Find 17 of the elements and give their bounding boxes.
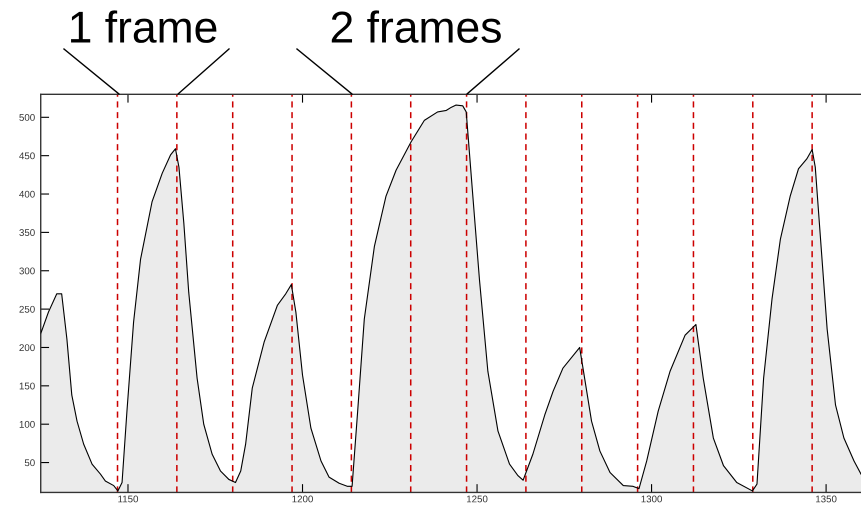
x-tick-label: 1150 — [118, 496, 138, 502]
text: 2 frames — [332, 10, 501, 43]
text: 1 frame — [71, 10, 216, 43]
y-tick-label: 400 — [19, 190, 35, 198]
y-tick-label: 50 — [24, 459, 35, 466]
y-tick-label: 500 — [19, 114, 35, 121]
y-tick-label: 450 — [19, 152, 35, 160]
y-tick-label: 300 — [19, 267, 35, 274]
y-tick-label: 250 — [19, 306, 35, 313]
x-tick-label: 1250 — [466, 496, 488, 502]
x-tick-label: 1350 — [816, 496, 837, 502]
y-tick-label: 200 — [19, 344, 35, 352]
y-tick-label: 150 — [20, 382, 35, 390]
x-tick-label: 1200 — [292, 496, 313, 502]
y-tick-label: 100 — [20, 420, 35, 428]
y-tick-label: 350 — [19, 229, 35, 236]
x-tick-label: 1300 — [641, 496, 662, 502]
